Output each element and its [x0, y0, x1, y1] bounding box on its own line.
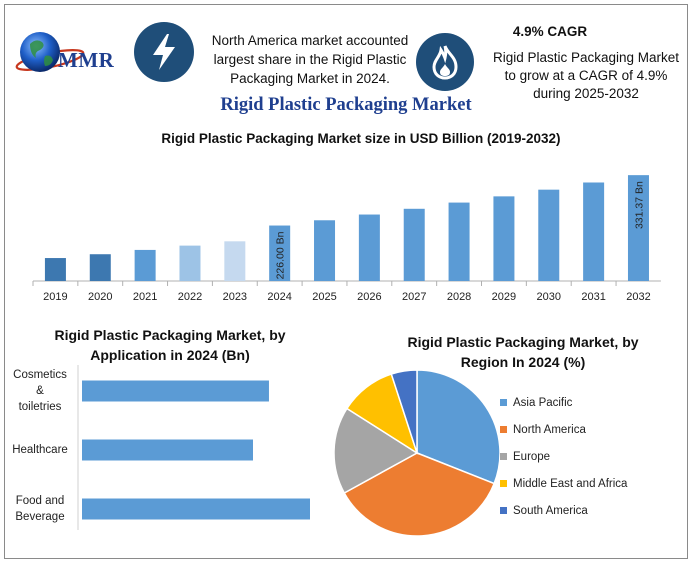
- x-tick-label: 2026: [357, 291, 381, 303]
- legend-label: Asia Pacific: [513, 396, 573, 409]
- x-tick-label: 2029: [492, 291, 516, 303]
- bar-2030: [538, 189, 560, 281]
- bar-2027: [403, 208, 425, 281]
- category-label-line: Cosmetics: [13, 369, 67, 381]
- legend-label: Middle East and Africa: [513, 477, 628, 490]
- bar-2026: [358, 214, 380, 281]
- cagr-text: Rigid Plastic Packaging Market to grow a…: [492, 50, 680, 101]
- bar-2031: [583, 182, 605, 281]
- bar-2032: [627, 175, 649, 281]
- bar-2020: [89, 254, 111, 281]
- market-size-bar-chart: 2019 2020 2021 2022 2023 2024 226.00 Bn 2025 202…: [32, 175, 661, 303]
- x-tick-label: 2028: [447, 291, 471, 303]
- data-label-2024: 226.00 Bn: [275, 231, 287, 279]
- application-bar: [82, 380, 269, 402]
- category-label: Healthcare: [8, 442, 72, 458]
- bar-2025: [314, 220, 336, 281]
- legend-item: Asia Pacific: [500, 389, 627, 416]
- bar-2028: [448, 202, 470, 281]
- category-label-line: toiletries: [18, 401, 62, 413]
- legend-label: North America: [513, 423, 586, 436]
- application-bar: [82, 498, 310, 520]
- application-bar-chart: [77, 365, 310, 530]
- legend-item: Europe: [500, 443, 627, 470]
- bar-2029: [493, 196, 515, 281]
- x-tick-label: 2023: [223, 291, 247, 303]
- data-label-2032: 331.37 Bn: [633, 181, 645, 229]
- bar-chart-title: Rigid Plastic Packaging Market size in U…: [161, 131, 561, 146]
- x-tick-label: 2021: [133, 291, 157, 303]
- logo-text: MMR: [58, 48, 115, 72]
- x-tick-label: 2020: [88, 291, 112, 303]
- lightning-icon: [134, 22, 194, 82]
- legend-swatch: [500, 426, 507, 433]
- x-tick-label: 2024: [267, 291, 291, 303]
- mmr-logo: MMR: [12, 22, 132, 82]
- category-label-line: Food and: [15, 495, 65, 507]
- pie-slice: [416, 369, 501, 485]
- application-bar: [82, 439, 253, 461]
- x-tick-label: 2022: [178, 291, 202, 303]
- x-tick-label: 2027: [402, 291, 426, 303]
- globe-icon: [15, 32, 85, 72]
- legend-label: Europe: [513, 450, 551, 463]
- legend-swatch: [500, 480, 507, 487]
- flame-icon: [416, 33, 474, 91]
- region-legend: Asia Pacific North America Europe Middle Ea…: [500, 389, 627, 524]
- legend-item: South America: [500, 497, 627, 524]
- legend-item: North America: [500, 416, 627, 443]
- bar-2024: [269, 225, 291, 281]
- pie-slice: [333, 407, 419, 495]
- pie-slice: [390, 369, 418, 454]
- bar-2022: [179, 245, 201, 281]
- x-tick-label: 2031: [581, 291, 605, 303]
- x-tick-label: 2019: [43, 291, 67, 303]
- bar-2021: [134, 249, 156, 281]
- pie-slice: [343, 452, 496, 537]
- bar-2019: [44, 258, 66, 281]
- legend-swatch: [500, 507, 507, 514]
- bar-2023: [224, 241, 246, 281]
- category-label-line: &: [36, 385, 44, 397]
- application-chart-title: Rigid Plastic Packaging Market, by Appli…: [54, 327, 286, 363]
- x-tick-label: 2032: [626, 291, 650, 303]
- x-tick-label: 2025: [312, 291, 336, 303]
- category-label-line: Beverage: [15, 511, 65, 523]
- category-label: Cosmetics & toiletries: [8, 367, 72, 415]
- region-pie-chart: [333, 369, 501, 537]
- x-tick-label: 2030: [537, 291, 561, 303]
- category-label-line: Healthcare: [12, 444, 68, 456]
- highlight-text: North America market accounted largest s…: [211, 33, 409, 86]
- legend-swatch: [500, 399, 507, 406]
- legend-label: South America: [513, 504, 588, 517]
- region-chart-title: Rigid Plastic Packaging Market, by Regio…: [407, 334, 639, 370]
- legend-swatch: [500, 453, 507, 460]
- category-label: Food and Beverage: [8, 493, 72, 525]
- legend-item: Middle East and Africa: [500, 470, 627, 497]
- cagr-title: 4.9% CAGR: [512, 24, 588, 39]
- page-title: Rigid Plastic Packaging Market: [220, 95, 472, 115]
